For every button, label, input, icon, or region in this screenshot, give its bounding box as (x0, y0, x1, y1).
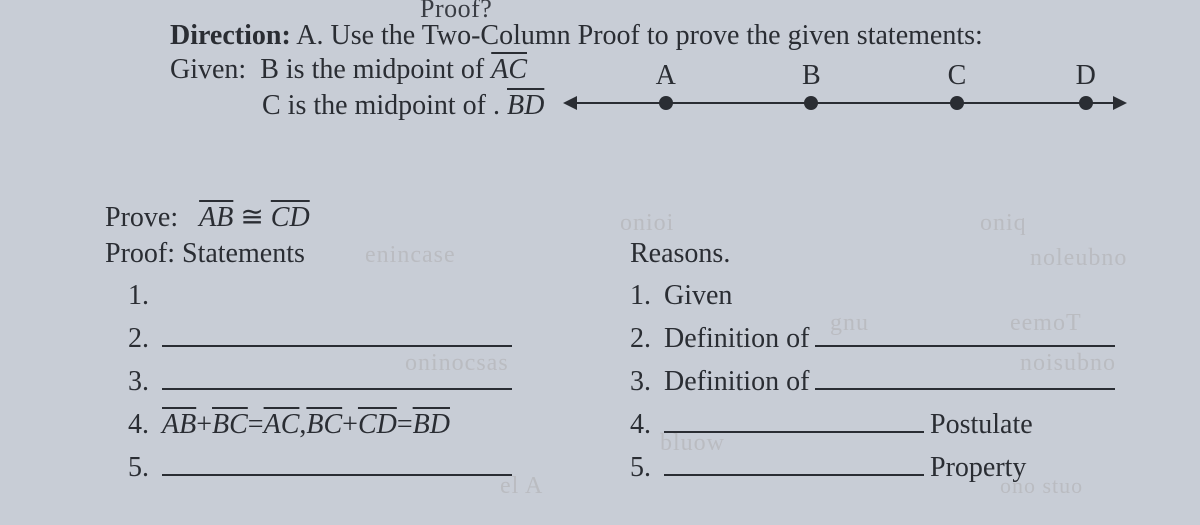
row-number: 2. (630, 317, 664, 360)
prove-rhs: CD (271, 202, 310, 233)
number-line-label: C (948, 60, 967, 92)
given-1-prefix: B is the midpoint of (260, 54, 491, 85)
reason-suffix: Postulate (930, 403, 1033, 446)
reason-row: 3.Definition of (630, 360, 1115, 403)
row-number: 4. (128, 403, 162, 446)
given-line-2: C is the midpoint of . BD (170, 88, 544, 124)
statement-blank (162, 319, 512, 347)
reason-suffix: Property (930, 446, 1026, 489)
statement-blank (162, 362, 512, 390)
direction-text: A. Use the Two-Column Proof to prove the… (296, 20, 983, 51)
arrow-left-icon (563, 96, 577, 110)
number-line-label: A (656, 60, 676, 92)
prove-line: Prove: AB ≅ CD (105, 200, 310, 234)
given-1-segment: AC (491, 54, 527, 85)
reason-blank (815, 362, 1115, 390)
row-number: 5. (128, 446, 162, 489)
statement-blank (162, 448, 512, 476)
expr-part: BC (212, 403, 248, 446)
row-number: 3. (630, 360, 664, 403)
expr-part: = (397, 403, 413, 446)
row-number: 1. (128, 274, 162, 317)
expr-part: = (248, 403, 264, 446)
statements-column: 1.2.3.4.AB + BC = AC,BC + CD = BD5. (128, 274, 512, 489)
given-2-segment: BD (507, 90, 544, 121)
reason-blank (664, 405, 924, 433)
given-2-prefix: C is the midpoint of . (262, 90, 507, 121)
ghost-text: enincase (365, 242, 456, 269)
number-line-point (659, 96, 673, 110)
reason-row: 2.Definition of (630, 317, 1115, 360)
ghost-text: noleubno (1030, 245, 1127, 272)
statement-row: 5. (128, 446, 512, 489)
congruent-symbol: ≅ (240, 201, 263, 232)
prove-label: Prove: (105, 202, 178, 233)
reasons-heading: Reasons. (630, 238, 730, 270)
reason-row: 1.Given (630, 274, 1115, 317)
row-number: 5. (630, 446, 664, 489)
number-line-axis (565, 102, 1125, 104)
reason-blank (664, 448, 924, 476)
expr-part: + (342, 403, 358, 446)
expr-part: AB (162, 403, 196, 446)
number-line-point (804, 96, 818, 110)
direction-line: Direction: A. Use the Two-Column Proof t… (170, 18, 1140, 53)
reason-text: Definition of (664, 360, 809, 403)
arrow-right-icon (1113, 96, 1127, 110)
given-line-1: Given: B is the midpoint of AC (170, 52, 544, 88)
number-line-label: B (802, 60, 821, 92)
expr-part: AC (264, 403, 300, 446)
reason-text: Definition of (664, 317, 809, 360)
expr-part: BD (413, 403, 450, 446)
statements-heading: Proof: Statements (105, 238, 305, 270)
statement-row: 4.AB + BC = AC,BC + CD = BD (128, 403, 512, 446)
number-line: ABCD (565, 74, 1125, 124)
reason-blank (815, 319, 1115, 347)
number-line-label: D (1076, 60, 1096, 92)
statement-row: 3. (128, 360, 512, 403)
statement-row: 2. (128, 317, 512, 360)
row-number: 1. (630, 274, 664, 317)
reason-text: Given (664, 274, 732, 317)
number-line-point (950, 96, 964, 110)
expr-part: , (299, 403, 306, 446)
expr-part: CD (358, 403, 397, 446)
ghost-text: onioi (620, 210, 674, 237)
prove-lhs: AB (199, 202, 233, 233)
reason-row: 4. Postulate (630, 403, 1115, 446)
statement-row: 1. (128, 274, 512, 317)
row-number: 4. (630, 403, 664, 446)
reasons-column: 1.Given2.Definition of3.Definition of4. P… (630, 274, 1115, 489)
given-block: Given: B is the midpoint of AC C is the … (170, 52, 544, 125)
expr-part: + (196, 403, 212, 446)
expr-part: BC (306, 403, 342, 446)
row-number: 3. (128, 360, 162, 403)
reason-row: 5. Property (630, 446, 1115, 489)
row-number: 2. (128, 317, 162, 360)
number-line-point (1079, 96, 1093, 110)
ghost-text: oniq (980, 210, 1027, 237)
given-label: Given: (170, 54, 246, 85)
direction-label: Direction: (170, 20, 291, 51)
